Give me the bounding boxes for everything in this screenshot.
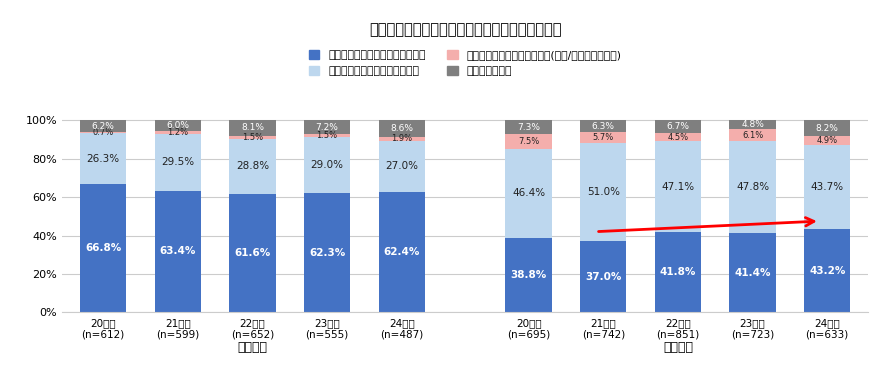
- Bar: [729, 141, 776, 233]
- Text: 6.3%: 6.3%: [592, 122, 615, 131]
- Text: 8.6%: 8.6%: [390, 124, 413, 133]
- Bar: [378, 120, 424, 137]
- Bar: [378, 192, 424, 312]
- Bar: [804, 136, 851, 145]
- Bar: [729, 120, 776, 129]
- Text: 1.5%: 1.5%: [242, 133, 263, 142]
- Bar: [729, 233, 776, 312]
- Text: 63.4%: 63.4%: [159, 247, 196, 256]
- Bar: [655, 141, 701, 232]
- Text: 6.1%: 6.1%: [742, 131, 763, 139]
- Text: 62.4%: 62.4%: [384, 247, 420, 258]
- Bar: [229, 139, 276, 194]
- Bar: [154, 190, 201, 312]
- Text: 7.5%: 7.5%: [518, 137, 540, 146]
- Bar: [505, 238, 552, 312]
- Text: 6.7%: 6.7%: [666, 122, 689, 131]
- Bar: [304, 137, 350, 193]
- Text: 29.0%: 29.0%: [310, 160, 344, 170]
- Bar: [229, 136, 276, 139]
- Text: 41.4%: 41.4%: [734, 267, 771, 278]
- Text: 8.1%: 8.1%: [241, 123, 264, 133]
- Title: 【結婚希望者のみ】自分の結婚後の働き方の希望: 【結婚希望者のみ】自分の結婚後の働き方の希望: [369, 22, 562, 37]
- Text: 4.5%: 4.5%: [667, 133, 688, 142]
- Bar: [304, 193, 350, 312]
- Text: 4.9%: 4.9%: [817, 136, 838, 145]
- Bar: [80, 184, 126, 312]
- Bar: [580, 241, 626, 312]
- Text: 46.4%: 46.4%: [512, 188, 545, 198]
- Text: 4.8%: 4.8%: [741, 120, 764, 129]
- Text: 1.9%: 1.9%: [391, 134, 412, 143]
- Bar: [505, 149, 552, 238]
- Text: 66.8%: 66.8%: [85, 243, 121, 253]
- Bar: [580, 120, 626, 132]
- Text: 1.2%: 1.2%: [167, 128, 189, 137]
- Bar: [378, 141, 424, 192]
- Text: 27.0%: 27.0%: [385, 162, 418, 171]
- Text: 女子全体: 女子全体: [663, 341, 693, 354]
- Bar: [804, 229, 851, 312]
- Text: 0.7%: 0.7%: [92, 128, 113, 137]
- Text: 8.2%: 8.2%: [816, 123, 839, 133]
- Text: 1.5%: 1.5%: [316, 131, 338, 140]
- Text: 29.5%: 29.5%: [161, 157, 194, 167]
- Text: 41.8%: 41.8%: [660, 267, 696, 277]
- Text: 26.3%: 26.3%: [87, 154, 120, 164]
- Legend: 結婚する前と同じ働き方をしたい, 働きたいが、働き方を変えたい, 仕事を辞めて家庭に入りたい(主婦/主夫になりたい), よく分からない: 結婚する前と同じ働き方をしたい, 働きたいが、働き方を変えたい, 仕事を辞めて家…: [308, 50, 622, 76]
- Text: 38.8%: 38.8%: [510, 270, 547, 280]
- Text: 28.8%: 28.8%: [236, 161, 269, 171]
- Bar: [154, 120, 201, 131]
- Bar: [229, 194, 276, 312]
- Text: 5.7%: 5.7%: [593, 133, 614, 142]
- Bar: [304, 134, 350, 137]
- Text: 37.0%: 37.0%: [585, 272, 621, 282]
- Bar: [804, 145, 851, 229]
- Text: 62.3%: 62.3%: [309, 248, 346, 258]
- Bar: [655, 232, 701, 312]
- Text: 47.8%: 47.8%: [736, 182, 769, 192]
- Bar: [80, 133, 126, 184]
- Text: 6.0%: 6.0%: [167, 121, 190, 130]
- Bar: [378, 137, 424, 141]
- Text: 男子全体: 男子全体: [237, 341, 268, 354]
- Text: 61.6%: 61.6%: [234, 248, 270, 258]
- Bar: [580, 132, 626, 143]
- Bar: [80, 132, 126, 133]
- Bar: [154, 134, 201, 190]
- Text: 51.0%: 51.0%: [587, 187, 620, 197]
- Text: 43.2%: 43.2%: [809, 266, 845, 276]
- Text: 47.1%: 47.1%: [661, 182, 695, 192]
- Bar: [505, 120, 552, 134]
- Text: 7.2%: 7.2%: [315, 123, 338, 131]
- Text: 43.7%: 43.7%: [811, 182, 843, 192]
- Text: 7.3%: 7.3%: [517, 123, 540, 132]
- Bar: [655, 120, 701, 133]
- Bar: [580, 143, 626, 241]
- Bar: [505, 134, 552, 149]
- Bar: [729, 129, 776, 141]
- Bar: [80, 120, 126, 132]
- Bar: [229, 120, 276, 136]
- Bar: [655, 133, 701, 141]
- Bar: [804, 120, 851, 136]
- Text: 6.2%: 6.2%: [91, 122, 114, 131]
- Bar: [154, 131, 201, 134]
- Bar: [304, 120, 350, 134]
